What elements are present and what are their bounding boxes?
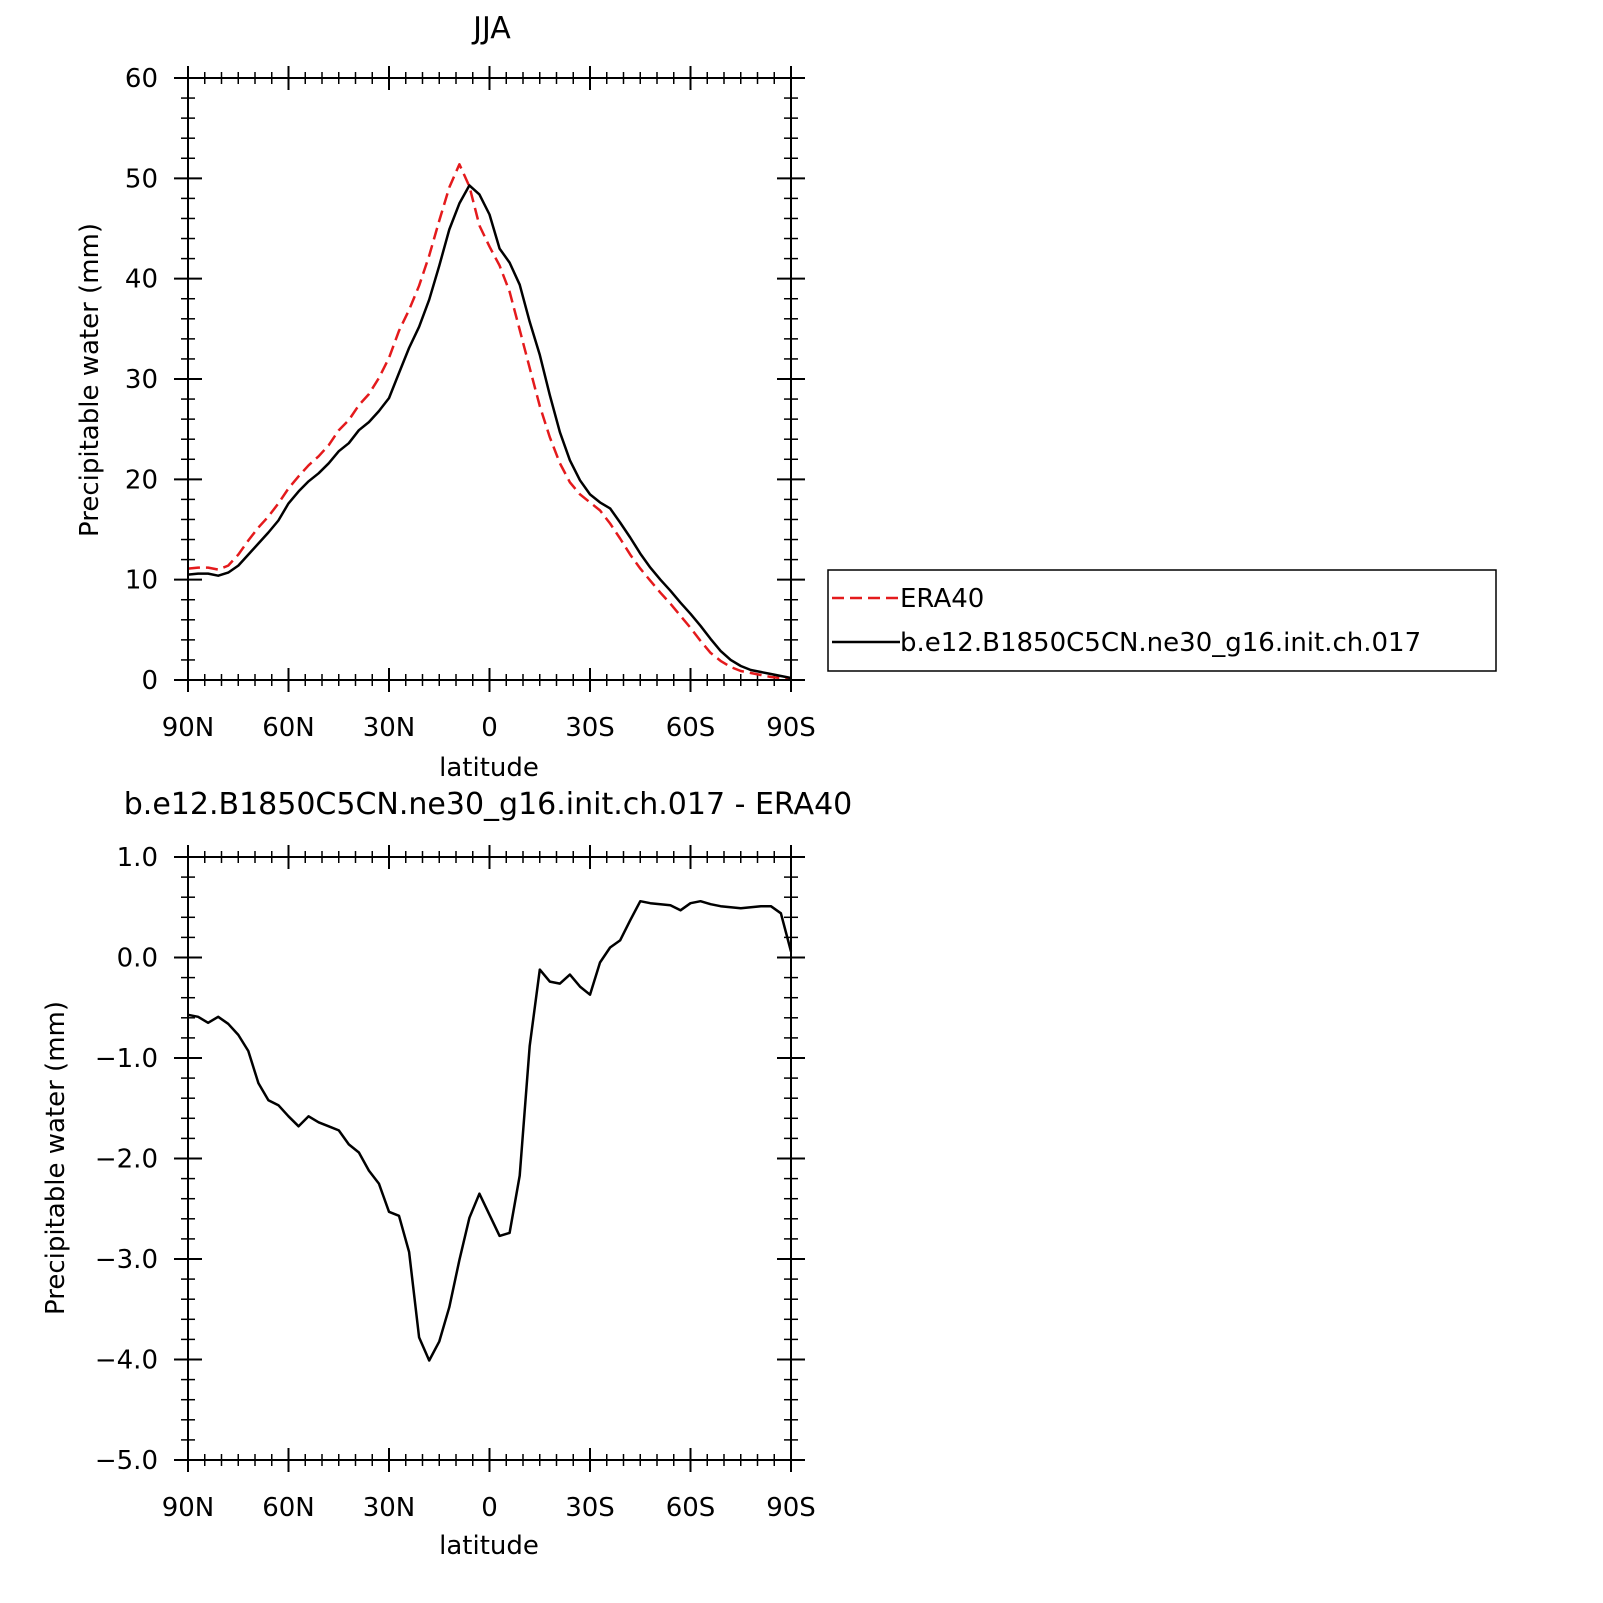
precipitable-water-chart: JJA 0 10 20 30 40 50 60 90N 60N 30N 0 30S 60S 90S la… <box>75 11 816 783</box>
chart-title: b.e12.B1850C5CN.ne30_g16.init.ch.017 - E… <box>124 787 853 822</box>
x-tick-label: 0 <box>481 713 498 743</box>
y-tick-label: 20 <box>125 465 158 495</box>
x-tick-label: 90N <box>162 713 215 743</box>
legend-box <box>827 569 1497 672</box>
y-tick-label: 0.0 <box>117 944 158 974</box>
x-tick-label: 30S <box>565 713 615 743</box>
x-tick-label: 60S <box>666 713 716 743</box>
series-line-0 <box>187 163 792 681</box>
plot-frame <box>187 77 792 681</box>
y-tick-label: 40 <box>125 265 158 295</box>
y-tick-label: 50 <box>125 164 158 194</box>
x-tick-labels: 90N 60N 30N 0 30S 60S 90S <box>162 1493 816 1523</box>
x-tick-label: 60N <box>262 713 315 743</box>
legend: ERA40 b.e12.B1850C5CN.ne30_g16.init.ch.0… <box>827 569 1497 672</box>
y-tick-labels: 0 10 20 30 40 50 60 <box>125 64 158 696</box>
y-tick-label: −3.0 <box>95 1245 158 1275</box>
y-tick-label: 60 <box>125 64 158 94</box>
y-tick-label: 10 <box>125 566 158 596</box>
difference-chart: b.e12.B1850C5CN.ne30_g16.init.ch.017 - E… <box>41 787 852 1561</box>
axis-ticks <box>174 845 805 1472</box>
x-tick-label: 90N <box>162 1493 215 1523</box>
chart-title: JJA <box>471 11 511 46</box>
y-tick-label: −2.0 <box>95 1145 158 1175</box>
x-tick-labels: 90N 60N 30N 0 30S 60S 90S <box>162 713 816 743</box>
x-axis-label: latitude <box>439 753 539 783</box>
y-tick-label: 30 <box>125 365 158 395</box>
series-line-0 <box>187 899 793 1362</box>
y-axis-label: Precipitable water (mm) <box>41 1001 71 1315</box>
x-tick-label: 0 <box>481 1493 498 1523</box>
y-tick-labels: 1.0 0.0 −1.0 −2.0 −3.0 −4.0 −5.0 <box>95 843 158 1476</box>
x-tick-label: 60N <box>262 1493 315 1523</box>
x-axis-label: latitude <box>439 1531 539 1561</box>
series-lines <box>187 899 793 1362</box>
x-tick-label: 30S <box>565 1493 615 1523</box>
y-tick-label: −4.0 <box>95 1346 158 1376</box>
legend-label-model: b.e12.B1850C5CN.ne30_g16.init.ch.017 <box>900 628 1421 658</box>
series-line-1 <box>187 184 792 680</box>
y-tick-label: −1.0 <box>95 1044 158 1074</box>
y-tick-label: −5.0 <box>95 1446 158 1476</box>
y-tick-label: 0 <box>141 666 158 696</box>
y-axis-label: Precipitable water (mm) <box>75 223 105 537</box>
x-tick-label: 90S <box>766 1493 816 1523</box>
y-tick-label: 1.0 <box>117 843 158 873</box>
axis-ticks <box>174 66 805 692</box>
x-tick-label: 90S <box>766 713 816 743</box>
x-tick-label: 60S <box>666 1493 716 1523</box>
series-lines <box>187 163 792 681</box>
plot-frame <box>187 856 792 1461</box>
x-tick-label: 30N <box>363 713 416 743</box>
legend-label-era40: ERA40 <box>900 584 984 614</box>
x-tick-label: 30N <box>363 1493 416 1523</box>
